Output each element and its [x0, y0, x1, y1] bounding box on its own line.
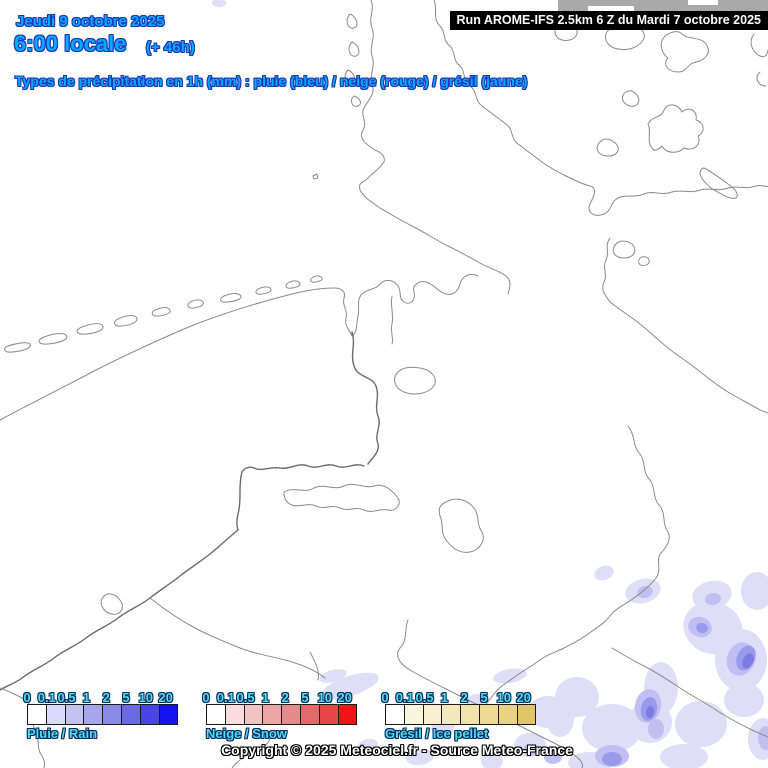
legend-tick-label: 20 — [158, 690, 173, 705]
legend-rain-ticks: 0 0.1 0.5 1 2 5 10 20 — [23, 690, 197, 705]
legend-tick-label: 1 — [261, 690, 270, 705]
legend-rain-label: Pluie / Rain — [27, 726, 98, 741]
legend-swatch — [83, 704, 104, 725]
legend-tick-label: 10 — [496, 690, 512, 705]
legend-tick-label: 1 — [440, 690, 449, 705]
legend-ice-pellet-swatches — [385, 704, 555, 725]
map-subtitle: Types de précipitation en 1h (mm) : plui… — [15, 73, 528, 89]
domain-edge-band — [558, 0, 768, 13]
legend-swatch — [337, 704, 358, 725]
legend-swatch — [516, 704, 537, 725]
legend-swatch — [243, 704, 264, 725]
legend-tick-label: 0.5 — [57, 690, 76, 705]
legend-tick-label: 0 — [202, 690, 210, 705]
legend-swatch — [206, 704, 226, 725]
legend-swatch — [385, 704, 405, 725]
legend-tick-label: 1 — [82, 690, 91, 705]
legend-tick-label: 2 — [460, 690, 468, 705]
legend-tick-label: 5 — [301, 690, 309, 705]
legend-tick-label: 20 — [516, 690, 531, 705]
legend-swatch — [139, 704, 160, 725]
legend-tick-label: 2 — [281, 690, 289, 705]
local-time-label: 6:00 locale — [14, 31, 127, 56]
legend-tick-label: 5 — [480, 690, 488, 705]
legend-snow: 0 0.1 0.5 1 2 5 10 20 Neige / Snow — [202, 690, 376, 741]
legend-swatch — [120, 704, 141, 725]
legend-tick-label: 0.5 — [236, 690, 255, 705]
domain-edge-notch — [688, 0, 718, 5]
legend-swatch — [102, 704, 122, 725]
legend-tick-label: 10 — [317, 690, 333, 705]
legend-swatch — [478, 704, 499, 725]
legend-tick-label: 0.1 — [216, 690, 235, 705]
legend-swatch — [497, 704, 518, 725]
legend-swatch — [318, 704, 339, 725]
legend-swatch — [460, 704, 480, 725]
legend-swatch — [45, 704, 66, 725]
legend-swatch — [403, 704, 424, 725]
legend-swatch — [158, 704, 179, 725]
domain-edge-notch — [588, 6, 634, 13]
precipitation-blobs — [212, 0, 768, 768]
model-run-info: Run AROME-IFS 2.5km 6 Z du Mardi 7 octob… — [449, 11, 768, 30]
legend-snow-label: Neige / Snow — [206, 726, 287, 741]
legend-tick-label: 10 — [138, 690, 154, 705]
legend-ice-pellet-label: Grésil / Ice pellet — [385, 726, 489, 741]
legend-swatch — [262, 704, 283, 725]
legend-swatch — [64, 704, 85, 725]
legend-swatch — [281, 704, 301, 725]
legend-swatch — [299, 704, 320, 725]
legend-rain: 0 0.1 0.5 1 2 5 10 20 Pluie / Rain — [23, 690, 197, 741]
legend-tick-label: 0.1 — [395, 690, 414, 705]
legend-tick-label: 0 — [23, 690, 31, 705]
legend-tick-label: 5 — [122, 690, 130, 705]
forecast-offset-label: (+ 46h) — [146, 39, 195, 56]
legend-snow-ticks: 0 0.1 0.5 1 2 5 10 20 — [202, 690, 376, 705]
legend-snow-swatches — [206, 704, 376, 725]
legend-swatch — [422, 704, 443, 725]
date-label: Jeudi 9 octobre 2025 — [16, 13, 165, 30]
copyright-line: Copyright © 2025 Meteociel.fr - Source M… — [221, 742, 573, 758]
legend-tick-label: 2 — [102, 690, 110, 705]
legend-swatch — [441, 704, 462, 725]
legend-tick-label: 20 — [337, 690, 352, 705]
legend-tick-label: 0 — [381, 690, 389, 705]
legend-tick-label: 0.1 — [37, 690, 56, 705]
legend-tick-label: 0.5 — [415, 690, 434, 705]
legend-rain-swatches — [27, 704, 197, 725]
legend-ice-pellet: 0 0.1 0.5 1 2 5 10 20 Grésil / Ice pellet — [381, 690, 555, 741]
legend-swatch — [224, 704, 245, 725]
legend-ice-pellet-ticks: 0 0.1 0.5 1 2 5 10 20 — [381, 690, 555, 705]
legend-swatch — [27, 704, 47, 725]
